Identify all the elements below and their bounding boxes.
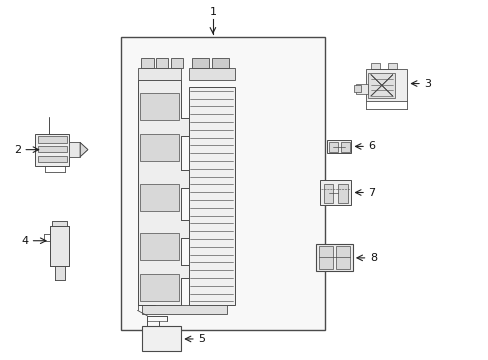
Bar	[140, 134, 179, 161]
Bar	[170, 58, 183, 68]
Bar	[316, 244, 352, 271]
Bar	[328, 143, 337, 152]
Bar	[137, 68, 181, 80]
Text: 6: 6	[368, 141, 375, 152]
Bar	[38, 156, 67, 162]
Text: 8: 8	[369, 253, 376, 263]
Bar	[69, 143, 80, 157]
Text: 4: 4	[21, 236, 28, 246]
Bar	[211, 58, 228, 68]
Bar	[323, 184, 333, 203]
Polygon shape	[52, 221, 67, 226]
Bar	[35, 134, 69, 166]
Bar	[326, 140, 351, 153]
Bar	[38, 136, 67, 143]
Bar	[156, 58, 168, 68]
Polygon shape	[80, 143, 88, 157]
Bar	[318, 246, 333, 269]
Bar	[387, 63, 396, 69]
Bar	[38, 146, 67, 153]
Bar	[319, 180, 351, 205]
Bar	[140, 184, 179, 211]
Bar	[140, 274, 179, 301]
Text: 2: 2	[14, 145, 21, 155]
Text: 1: 1	[209, 8, 216, 18]
Bar	[141, 58, 153, 68]
Bar	[370, 63, 379, 69]
Bar	[140, 94, 179, 121]
Bar	[188, 87, 234, 305]
Bar	[337, 184, 347, 203]
Bar	[142, 327, 181, 351]
Bar	[335, 246, 350, 269]
Bar	[356, 84, 368, 94]
Text: 5: 5	[198, 334, 205, 344]
Bar	[140, 233, 179, 260]
Bar	[192, 58, 209, 68]
Bar	[368, 73, 394, 98]
Bar	[366, 69, 407, 102]
Bar	[188, 68, 234, 80]
Text: 3: 3	[424, 78, 430, 89]
Bar	[120, 37, 324, 330]
Circle shape	[56, 240, 63, 246]
Bar	[353, 85, 361, 93]
Circle shape	[155, 335, 168, 345]
Polygon shape	[50, 226, 69, 266]
Polygon shape	[137, 80, 188, 305]
Polygon shape	[55, 266, 64, 280]
Bar	[142, 305, 227, 314]
Bar	[340, 143, 349, 152]
Text: 7: 7	[368, 188, 375, 198]
